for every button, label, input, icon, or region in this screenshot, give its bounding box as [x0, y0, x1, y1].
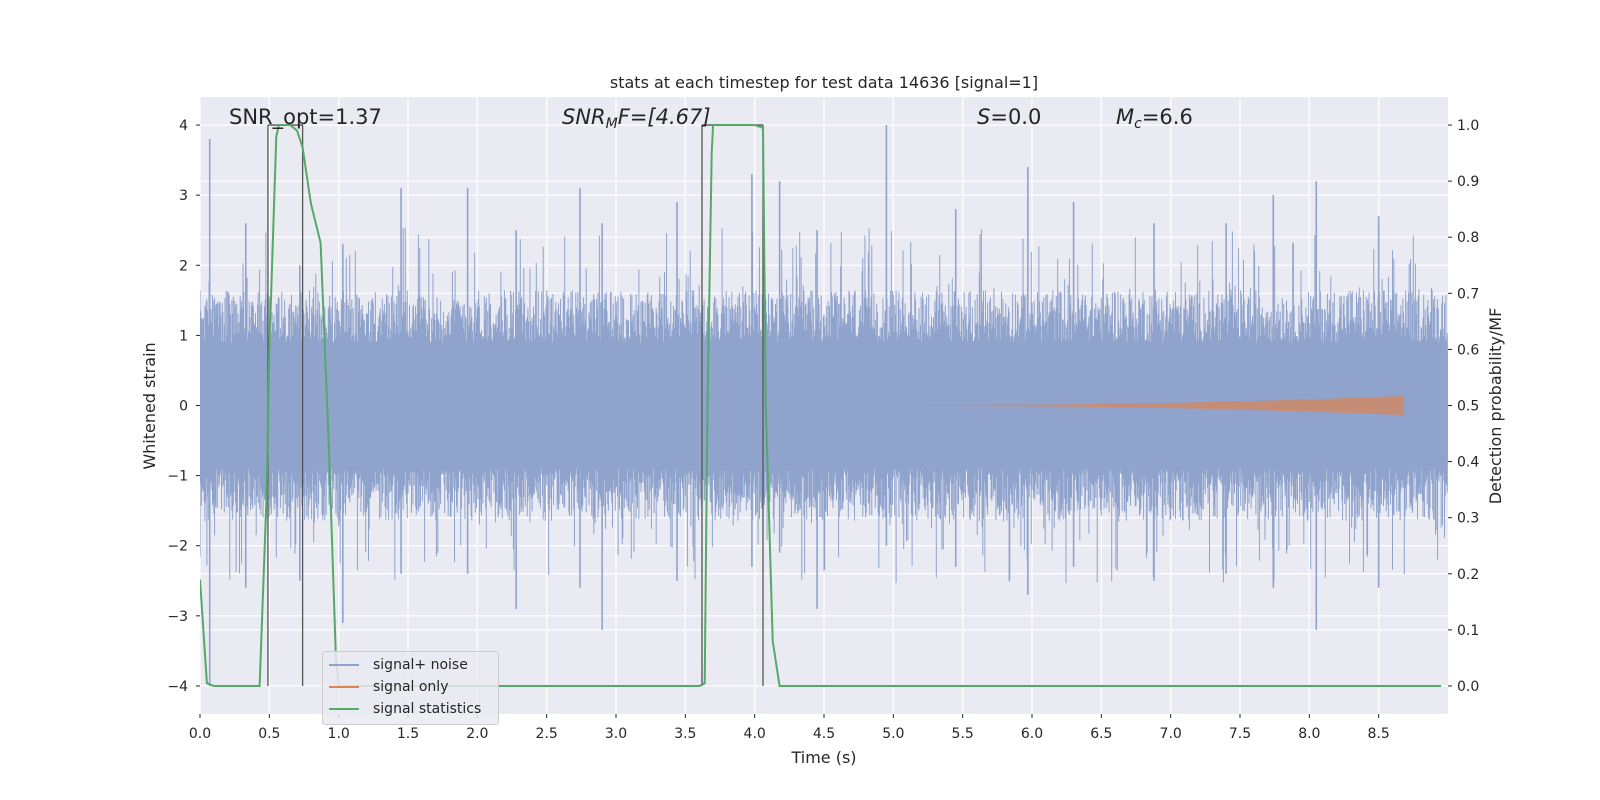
x-axis-label: Time (s) — [790, 748, 856, 767]
x-tick-label: 3.5 — [674, 726, 696, 742]
legend-swatch-signal-noise — [329, 664, 359, 666]
x-tick-label: 4.0 — [744, 726, 766, 742]
annotation-snr-mf: SNRMF=[4.67] — [562, 105, 711, 132]
y-right-axis-ticks: 0.0 0.1 0.2 0.3 0.4 0.5 0.6 0.7 0.8 0.9 1.0 — [1448, 118, 1479, 695]
y-left-tick-label: 0 — [179, 399, 188, 415]
x-tick-label: 0.5 — [258, 726, 280, 742]
y-right-tick-label: 0.1 — [1457, 623, 1479, 639]
y-right-axis-label: Detection probability/MF — [1486, 308, 1505, 505]
y-left-tick-label: −3 — [167, 609, 188, 625]
x-tick-label: 2.0 — [466, 726, 488, 742]
y-left-tick-label: 4 — [179, 118, 188, 134]
y-right-tick-label: 0.5 — [1457, 399, 1479, 415]
x-tick-label: 7.5 — [1229, 726, 1251, 742]
annotation-snr-opt: SNR_opt=1.37 — [229, 105, 382, 130]
signal-only-series — [921, 395, 1405, 416]
chart-title: stats at each timestep for test data 146… — [610, 73, 1038, 92]
x-tick-label: 1.5 — [397, 726, 419, 742]
annotation-mc: Mc=6.6 — [1116, 105, 1193, 132]
y-right-tick-label: 0.9 — [1457, 174, 1479, 190]
signal-statistics-line — [200, 124, 1442, 687]
legend-label: signal only — [373, 679, 449, 695]
x-tick-label: 6.5 — [1090, 726, 1112, 742]
x-tick-label: 5.0 — [882, 726, 904, 742]
y-right-tick-label: 0.7 — [1457, 286, 1479, 302]
y-left-tick-label: 1 — [179, 328, 188, 344]
x-tick-label: 2.5 — [536, 726, 558, 742]
y-right-tick-label: 0.3 — [1457, 511, 1479, 527]
x-tick-label: 1.0 — [328, 726, 350, 742]
legend: signal+ noise signal only signal statist… — [322, 651, 499, 725]
x-tick-label: 3.0 — [605, 726, 627, 742]
y-right-tick-label: 1.0 — [1457, 118, 1479, 134]
x-tick-label: 8.0 — [1298, 726, 1320, 742]
y-left-tick-label: 2 — [179, 258, 188, 274]
x-tick-label: 0.0 — [189, 726, 211, 742]
y-right-tick-label: 0.0 — [1457, 679, 1479, 695]
legend-item-signal-statistics: signal statistics — [329, 699, 481, 719]
legend-label: signal statistics — [373, 701, 482, 717]
x-tick-label: 7.0 — [1160, 726, 1182, 742]
annotation-s: S=0.0 — [977, 105, 1041, 129]
y-left-axis-ticks: −4 −3 −2 −1 0 1 2 3 4 — [167, 118, 200, 695]
y-left-tick-label: −4 — [167, 679, 188, 695]
y-right-tick-label: 0.4 — [1457, 455, 1479, 471]
noise-trace — [200, 227, 1448, 584]
x-tick-label: 6.0 — [1021, 726, 1043, 742]
legend-swatch-signal-statistics — [329, 708, 359, 710]
y-left-axis-label: Whitened strain — [140, 342, 159, 469]
y-right-tick-label: 0.8 — [1457, 230, 1479, 246]
legend-swatch-signal-only — [329, 686, 359, 688]
signal-statistics-series — [200, 124, 1442, 687]
y-right-tick-label: 0.2 — [1457, 567, 1479, 583]
x-tick-label: 4.5 — [813, 726, 835, 742]
y-left-tick-label: −1 — [167, 469, 188, 485]
legend-item-signal-only: signal only — [329, 677, 448, 697]
y-left-tick-label: −2 — [167, 539, 188, 555]
x-axis-ticks: 0.0 0.5 1.0 1.5 2.0 2.5 3.0 3.5 4.0 4.5 5.0 5.5 6.0 6… — [189, 714, 1390, 742]
y-left-tick-label: 3 — [179, 188, 188, 204]
x-tick-label: 5.5 — [952, 726, 974, 742]
signal-only-chirp — [921, 395, 1405, 416]
legend-item-signal-noise: signal+ noise — [329, 655, 468, 675]
y-right-tick-label: 0.6 — [1457, 342, 1479, 358]
legend-label: signal+ noise — [373, 657, 468, 673]
x-tick-label: 8.5 — [1368, 726, 1390, 742]
